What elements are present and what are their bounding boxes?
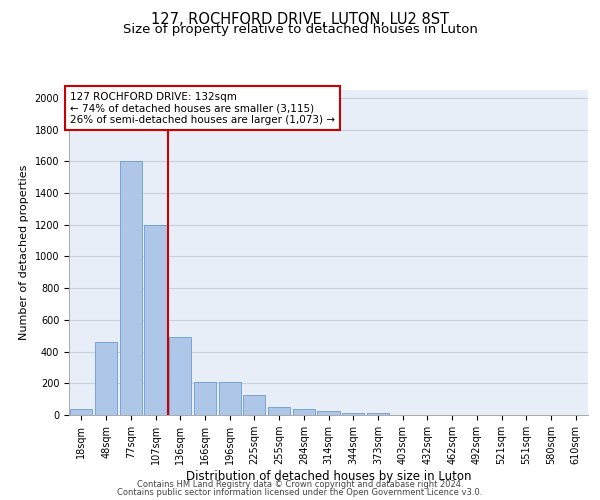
Text: 127 ROCHFORD DRIVE: 132sqm
← 74% of detached houses are smaller (3,115)
26% of s: 127 ROCHFORD DRIVE: 132sqm ← 74% of deta… [70, 92, 335, 125]
Bar [95, 342, 117, 415]
Text: Contains HM Land Registry data © Crown copyright and database right 2024.: Contains HM Land Registry data © Crown c… [137, 480, 463, 489]
Y-axis label: Number of detached properties: Number of detached properties [19, 165, 29, 340]
Bar [293, 408, 315, 415]
Bar [367, 414, 389, 415]
Bar [342, 412, 364, 415]
Bar [169, 338, 191, 415]
Bar [119, 162, 142, 415]
Text: 127, ROCHFORD DRIVE, LUTON, LU2 8ST: 127, ROCHFORD DRIVE, LUTON, LU2 8ST [151, 12, 449, 28]
Bar [268, 407, 290, 415]
Text: Contains public sector information licensed under the Open Government Licence v3: Contains public sector information licen… [118, 488, 482, 497]
Bar [194, 382, 216, 415]
Text: Size of property relative to detached houses in Luton: Size of property relative to detached ho… [122, 24, 478, 36]
Bar [70, 410, 92, 415]
Bar [317, 411, 340, 415]
X-axis label: Distribution of detached houses by size in Luton: Distribution of detached houses by size … [186, 470, 471, 483]
Bar [218, 382, 241, 415]
Bar [243, 395, 265, 415]
Bar [145, 225, 167, 415]
